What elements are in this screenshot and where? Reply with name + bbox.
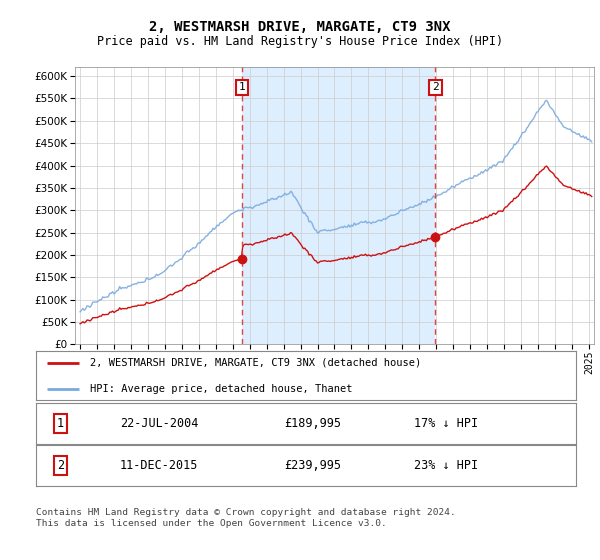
Text: 23% ↓ HPI: 23% ↓ HPI [414,459,478,472]
Text: 22-JUL-2004: 22-JUL-2004 [120,417,198,430]
Text: 1: 1 [57,417,64,430]
Text: 11-DEC-2015: 11-DEC-2015 [120,459,198,472]
Text: 1: 1 [239,82,245,92]
Text: Contains HM Land Registry data © Crown copyright and database right 2024.
This d: Contains HM Land Registry data © Crown c… [36,508,456,528]
Text: 2, WESTMARSH DRIVE, MARGATE, CT9 3NX: 2, WESTMARSH DRIVE, MARGATE, CT9 3NX [149,20,451,34]
Bar [242,67,436,344]
Text: 2: 2 [432,82,439,92]
Text: Price paid vs. HM Land Registry's House Price Index (HPI): Price paid vs. HM Land Registry's House … [97,35,503,48]
Text: HPI: Average price, detached house, Thanet: HPI: Average price, detached house, Than… [90,384,353,394]
Text: £189,995: £189,995 [284,417,341,430]
Text: 17% ↓ HPI: 17% ↓ HPI [414,417,478,430]
Text: £239,995: £239,995 [284,459,341,472]
Text: 2: 2 [57,459,64,472]
Text: 2, WESTMARSH DRIVE, MARGATE, CT9 3NX (detached house): 2, WESTMARSH DRIVE, MARGATE, CT9 3NX (de… [90,358,421,368]
